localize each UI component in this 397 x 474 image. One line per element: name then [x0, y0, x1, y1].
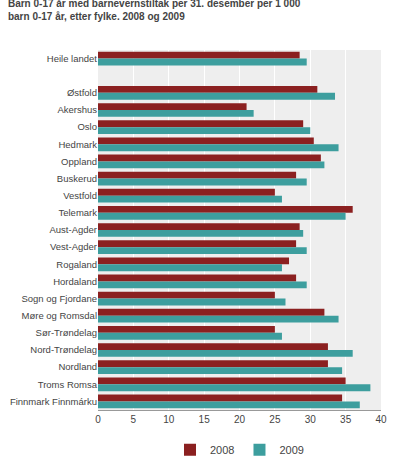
svg-text:Barn 0-17 år med barnevernstil: Barn 0-17 år med barnevernstiltak per 31…: [8, 0, 301, 22]
svg-text:Telemark: Telemark: [58, 207, 97, 218]
svg-text:Buskerud: Buskerud: [57, 173, 97, 184]
svg-text:Nord-Trøndelag: Nord-Trøndelag: [30, 344, 97, 355]
svg-text:2009: 2009: [279, 444, 303, 456]
svg-text:Hedmark: Hedmark: [58, 139, 97, 150]
svg-text:15: 15: [199, 414, 211, 425]
svg-text:20: 20: [234, 414, 246, 425]
svg-text:Heile landet: Heile landet: [47, 53, 98, 64]
svg-text:Østfold: Østfold: [67, 87, 97, 98]
svg-text:0: 0: [95, 414, 101, 425]
svg-text:25: 25: [269, 414, 281, 425]
svg-text:Vest-Agder: Vest-Agder: [50, 241, 97, 252]
svg-text:Vestfold: Vestfold: [63, 190, 97, 201]
svg-text:40: 40: [375, 414, 387, 425]
svg-text:Sør-Trøndelag: Sør-Trøndelag: [36, 327, 97, 338]
svg-text:Akershus: Akershus: [57, 104, 97, 115]
svg-text:Finnmark Finnmárku: Finnmark Finnmárku: [10, 396, 97, 407]
svg-text:Oslo: Oslo: [77, 121, 97, 132]
svg-text:Troms Romsa: Troms Romsa: [38, 379, 98, 390]
svg-text:2008: 2008: [210, 444, 234, 456]
svg-text:35: 35: [340, 414, 352, 425]
svg-text:Aust-Agder: Aust-Agder: [49, 224, 97, 235]
svg-text:Oppland: Oppland: [61, 156, 97, 167]
svg-text:Nordland: Nordland: [58, 361, 97, 372]
svg-text:5: 5: [131, 414, 137, 425]
svg-text:30: 30: [305, 414, 317, 425]
svg-text:Hordaland: Hordaland: [53, 276, 97, 287]
svg-text:Rogaland: Rogaland: [56, 259, 97, 270]
svg-text:Møre og Romsdal: Møre og Romsdal: [22, 310, 98, 321]
svg-text:Sogn og Fjordane: Sogn og Fjordane: [21, 293, 97, 304]
svg-text:10: 10: [163, 414, 175, 425]
